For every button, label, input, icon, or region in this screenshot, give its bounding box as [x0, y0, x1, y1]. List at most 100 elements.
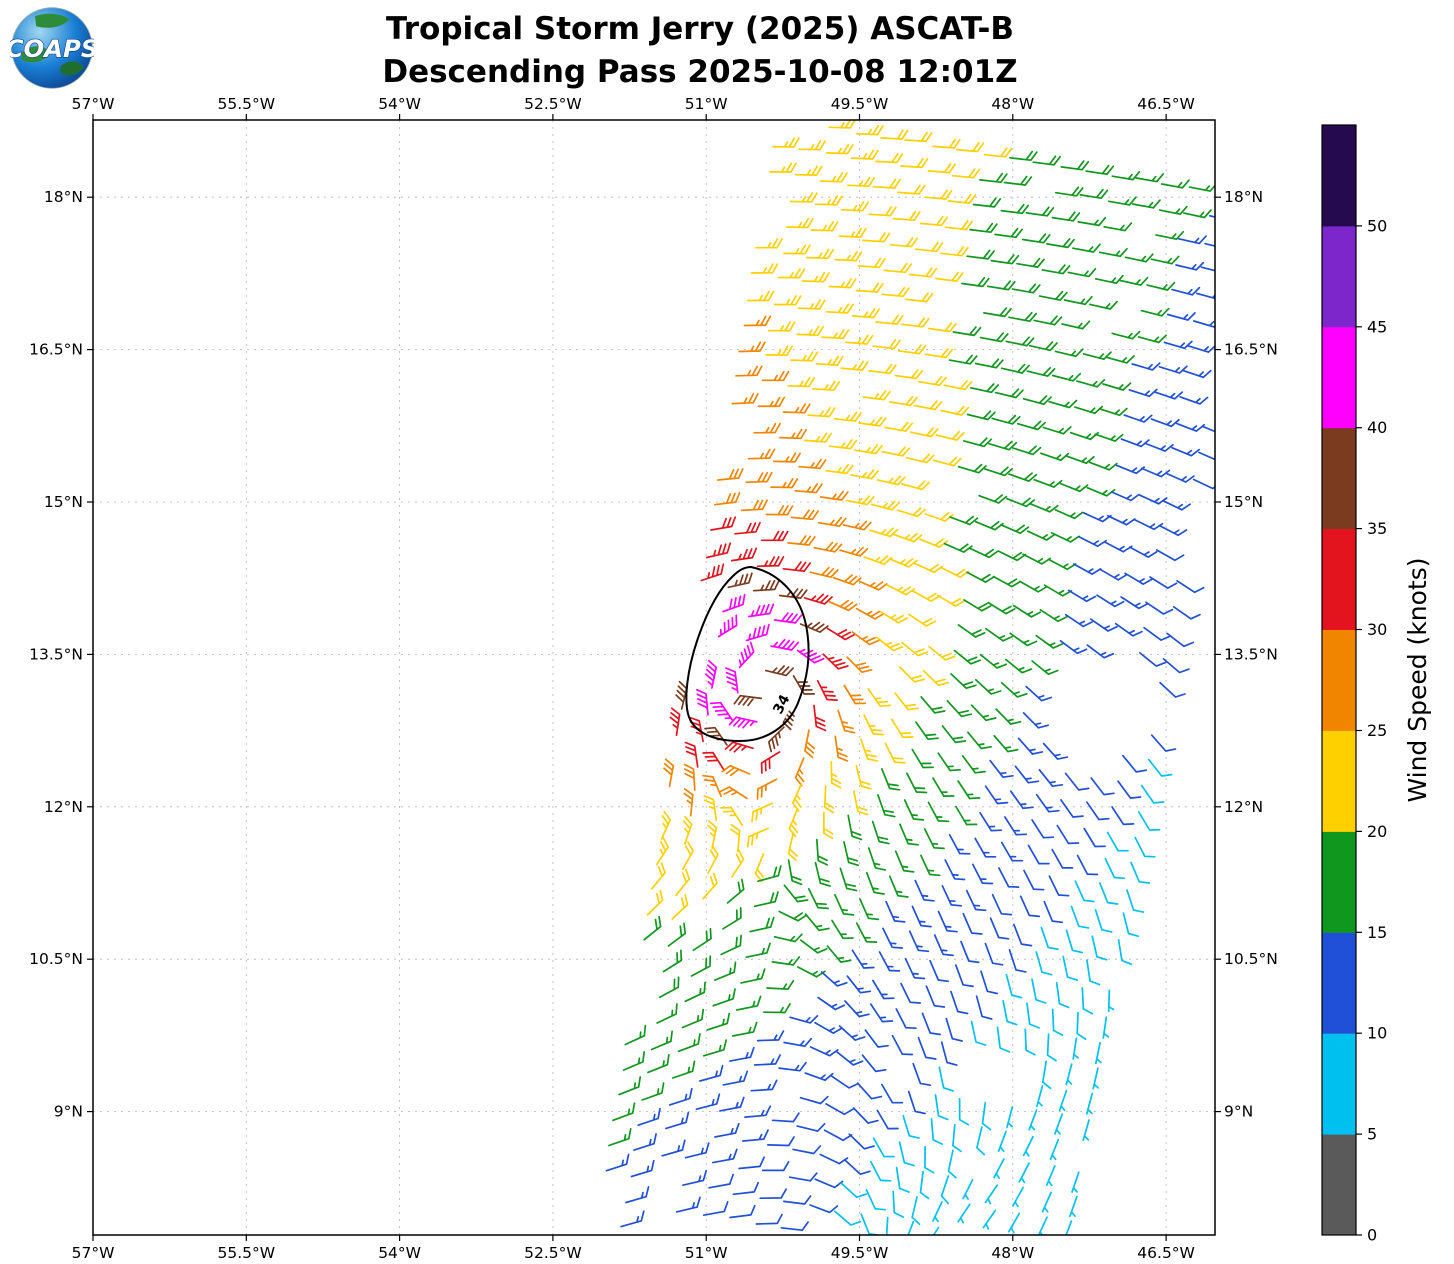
wind-barb	[935, 430, 965, 441]
wind-barb	[828, 439, 858, 450]
wind-barb	[915, 721, 939, 741]
wind-barb	[1074, 880, 1095, 903]
wind-barb	[974, 520, 1004, 531]
wind-barb	[890, 718, 914, 739]
wind-barb	[1004, 816, 1028, 836]
wind-barb	[819, 490, 849, 501]
wind-barb	[894, 692, 919, 711]
wind-barb	[721, 764, 751, 777]
wind-barb	[1032, 155, 1061, 166]
wind-barb	[899, 823, 919, 846]
wind-barb	[944, 859, 966, 881]
wind-barb	[1120, 596, 1149, 610]
wind-barb	[1018, 1162, 1030, 1184]
wind-barb	[1005, 336, 1035, 347]
wind-barb	[1017, 737, 1044, 755]
wind-barb	[769, 162, 797, 173]
wind-barb	[867, 847, 887, 871]
wind-barb	[1026, 1002, 1040, 1029]
wind-barb	[1027, 844, 1050, 865]
wind-barb	[919, 538, 949, 548]
axis-ticks	[87, 114, 1221, 1241]
wind-barb	[716, 468, 744, 481]
wind-barb	[846, 656, 873, 674]
wind-barb	[1031, 819, 1055, 839]
wind-barb	[913, 400, 943, 411]
wind-barb	[1176, 580, 1205, 594]
wind-barb	[984, 1184, 999, 1205]
coaps-logo: COAPS	[5, 6, 99, 90]
wind-barb	[1124, 572, 1153, 585]
wind-barb	[937, 910, 958, 933]
wind-barb	[993, 734, 1019, 753]
wind-barb	[879, 610, 909, 624]
title-line1: Tropical Storm Jerry (2025) ASCAT-B	[386, 11, 1014, 47]
wind-barb	[971, 863, 994, 885]
wind-barb	[845, 495, 875, 506]
wind-barb	[708, 1173, 734, 1189]
wind-barb	[794, 483, 823, 494]
wind-barb	[1085, 164, 1115, 176]
wind-barb	[1182, 369, 1212, 379]
wind-barb	[696, 688, 709, 716]
wind-barb	[904, 131, 933, 143]
wind-barb	[753, 422, 781, 434]
wind-barb	[1031, 978, 1047, 1004]
colorbar-tick-label: 30	[1367, 620, 1387, 639]
wind-barb	[998, 867, 1020, 888]
wind-barb	[783, 244, 811, 255]
wind-barb	[1069, 1195, 1078, 1218]
wind-barb	[1089, 300, 1118, 310]
wind-barb	[946, 699, 973, 718]
wind-barb	[868, 206, 897, 217]
wind-barb	[936, 594, 966, 607]
wind-barb	[863, 714, 885, 736]
wind-barb	[751, 802, 774, 823]
wind-barb	[1046, 238, 1075, 249]
wind-barb	[957, 1203, 971, 1224]
wind-barb	[985, 627, 1013, 642]
wind-barb	[714, 1122, 740, 1138]
wind-barb	[820, 971, 848, 987]
lon-tick-label-bottom: 54°W	[378, 1244, 421, 1262]
wind-barb	[1137, 811, 1161, 831]
wind-barb	[884, 742, 906, 764]
wind-barb	[867, 688, 892, 708]
wind-barb	[868, 363, 897, 375]
wind-barb	[900, 641, 929, 657]
wind-barb	[907, 1220, 915, 1235]
wind-barb	[1078, 535, 1107, 548]
wind-barb	[684, 1142, 710, 1159]
wind-barb	[1086, 486, 1116, 497]
wind-barb	[730, 823, 741, 853]
wind-barb	[605, 1153, 630, 1172]
wind-barb	[622, 1051, 646, 1071]
wind-barb	[1146, 281, 1176, 291]
wind-barb	[877, 794, 896, 818]
wind-barb	[807, 406, 836, 418]
wind-barb	[702, 751, 726, 772]
wind-barb	[1131, 199, 1161, 209]
colorbar-tick-label: 10	[1367, 1024, 1387, 1043]
wind-barb	[848, 1133, 875, 1150]
wind-barb	[792, 782, 803, 812]
wind-barb	[726, 878, 745, 904]
wind-barb	[683, 788, 694, 817]
wind-barb	[1014, 765, 1040, 784]
wind-barb	[1130, 861, 1151, 884]
wind-barb	[869, 1003, 894, 1023]
lon-tick-label-bottom: 52.5°W	[524, 1244, 582, 1262]
wind-barb	[1025, 685, 1053, 702]
lat-tick-label-right: 9°N	[1224, 1103, 1253, 1121]
wind-barb	[1051, 1008, 1064, 1036]
colorbar-segment	[1322, 629, 1356, 731]
wind-barb	[1177, 235, 1207, 245]
wind-barb	[1021, 233, 1051, 244]
wind-barb	[834, 735, 849, 762]
wind-barb	[1022, 1135, 1034, 1157]
wind-barb	[933, 934, 954, 957]
chart-title: Tropical Storm Jerry (2025) ASCAT-B Desc…	[170, 8, 1230, 94]
wind-barb	[738, 641, 755, 669]
globe-land-bottom	[60, 61, 84, 76]
wind-barb	[1012, 1186, 1024, 1208]
